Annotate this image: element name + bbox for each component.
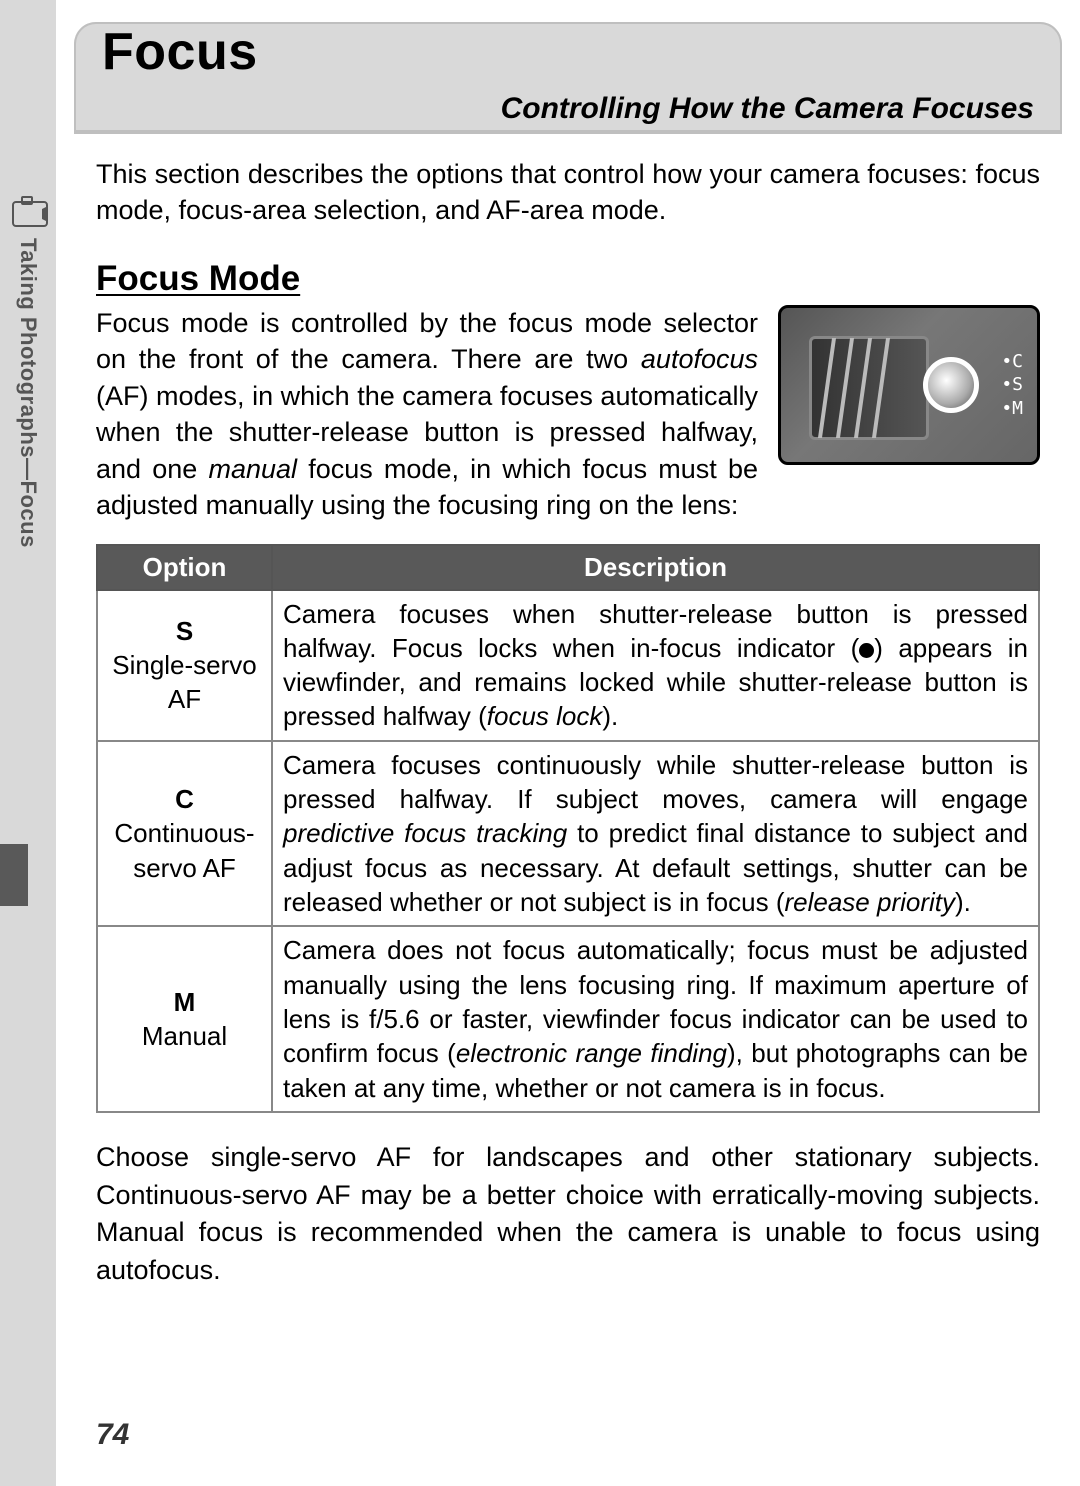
option-cell-m: M Manual: [97, 926, 272, 1112]
chapter-title: Focus: [102, 22, 258, 82]
left-gutter: Taking Photographs—Focus: [0, 0, 56, 1486]
option-cell-c: C Continuous-servo AF: [97, 741, 272, 927]
focus-mode-heading: Focus Mode: [96, 259, 1040, 299]
desc-cell-c: Camera focuses continuously while shutte…: [272, 741, 1039, 927]
focus-mode-text: Focus mode is controlled by the focus mo…: [96, 305, 758, 524]
table-row: C Continuous-servo AF Camera focuses con…: [97, 741, 1039, 927]
focus-mode-selector-illustration: •C •S •M: [778, 305, 1040, 465]
table-row: S Single-servo AF Camera focuses when sh…: [97, 590, 1039, 741]
focus-modes-table: Option Description S Single-servo AF Cam…: [96, 544, 1040, 1113]
table-row: M Manual Camera does not focus automatic…: [97, 926, 1039, 1112]
side-section-label: Taking Photographs—Focus: [15, 238, 41, 548]
col-header-option: Option: [97, 545, 272, 590]
selector-label-m: M: [1012, 398, 1023, 419]
focus-mode-row: Focus mode is controlled by the focus mo…: [96, 305, 1040, 524]
page: Focus Controlling How the Camera Focuses…: [56, 0, 1080, 1486]
col-header-description: Description: [272, 545, 1039, 590]
closing-paragraph: Choose single-servo AF for landscapes an…: [96, 1139, 1040, 1290]
selector-label-c: C: [1012, 351, 1023, 372]
camera-section-icon: [12, 196, 48, 228]
option-cell-s: S Single-servo AF: [97, 590, 272, 741]
desc-cell-s: Camera focuses when shutter-release butt…: [272, 590, 1039, 741]
desc-cell-m: Camera does not focus automatically; foc…: [272, 926, 1039, 1112]
side-thumb-marker: [0, 844, 28, 906]
chapter-subtitle: Controlling How the Camera Focuses: [501, 92, 1034, 126]
intro-paragraph: This section describes the options that …: [96, 156, 1040, 229]
table-header-row: Option Description: [97, 545, 1039, 590]
chapter-header: Focus Controlling How the Camera Focuses: [74, 22, 1062, 132]
page-number: 74: [96, 1418, 129, 1452]
content-area: This section describes the options that …: [56, 132, 1080, 1290]
selector-label-s: S: [1012, 374, 1023, 395]
